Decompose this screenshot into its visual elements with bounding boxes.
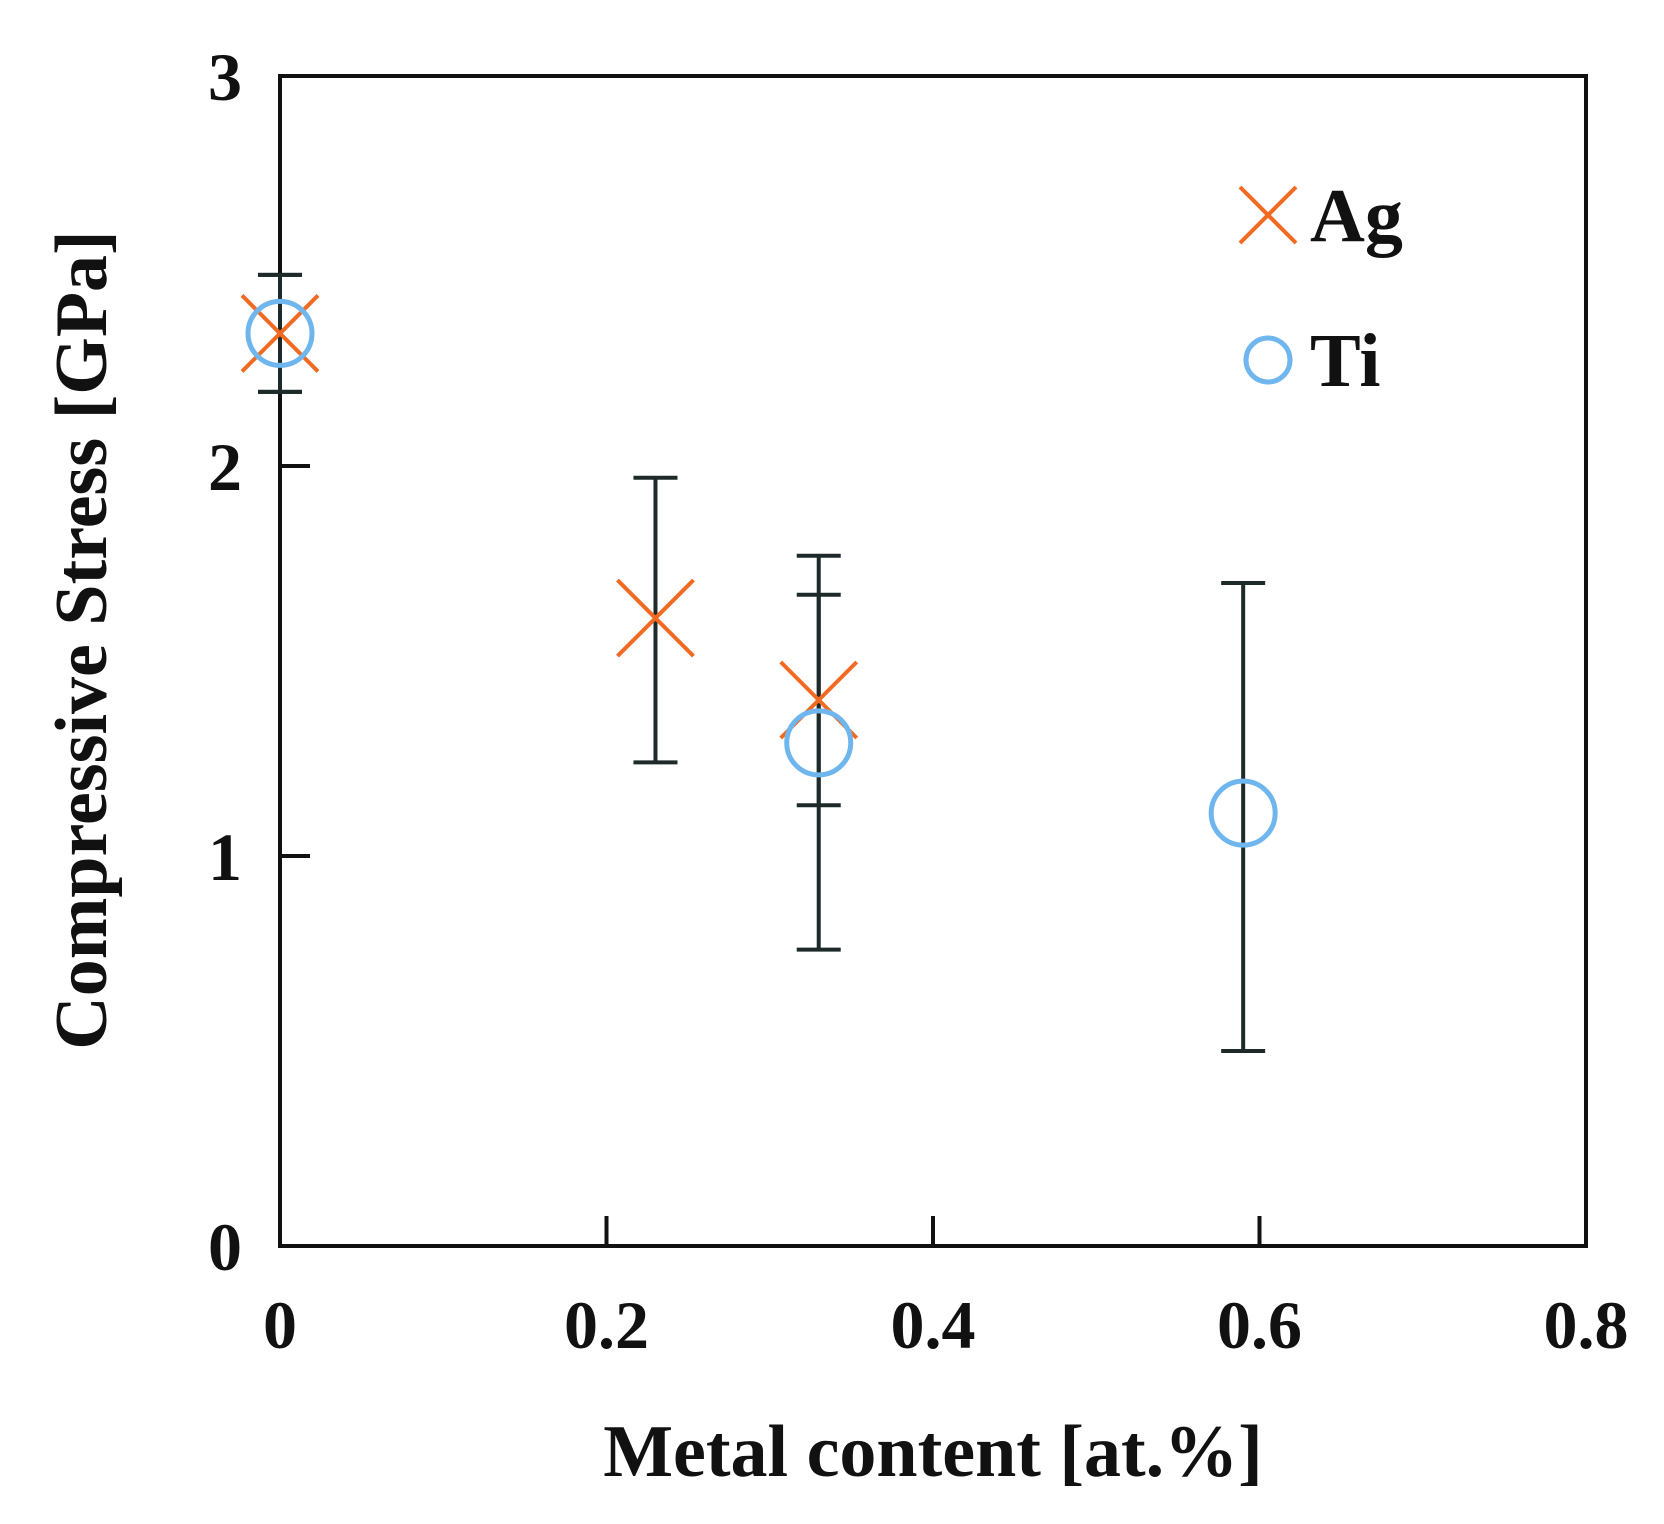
- x-marker-stroke: [616, 578, 695, 658]
- x-marker-stroke: [240, 293, 320, 373]
- y-tick-label: 3: [208, 39, 242, 115]
- legend-marker-ag: [1238, 185, 1298, 245]
- y-tick-label: 2: [208, 429, 242, 505]
- y-axis-title: Compressive Stress [GPa]: [41, 230, 123, 1049]
- ticks-layer: 0 0.2 0.4 0.6 0.8 0 1 2 3: [208, 39, 1629, 1363]
- marker-ag: [240, 293, 320, 373]
- marker-ag: [616, 578, 695, 658]
- legend-label-ag: Ag: [1310, 174, 1403, 258]
- x-tick-label: 0.8: [1544, 1287, 1629, 1363]
- marker-ti: [245, 298, 315, 368]
- errorbars-layer: [258, 272, 1266, 1053]
- x-marker-stroke: [1238, 185, 1298, 245]
- legend-label-ti: Ti: [1310, 319, 1380, 403]
- x-tick-label: 0.4: [891, 1287, 976, 1363]
- markers-layer: [240, 293, 1278, 848]
- y-tick-label: 1: [208, 819, 242, 895]
- marker-ti: [1208, 778, 1278, 848]
- legend: Ag Ti: [1238, 174, 1403, 403]
- x-tick-label: 0: [263, 1287, 297, 1363]
- x-axis-title: Metal content [at.%]: [603, 1411, 1263, 1493]
- marker-ti: [784, 708, 854, 778]
- legend-marker-ti: [1243, 335, 1293, 385]
- x-tick-label: 0.2: [564, 1287, 649, 1363]
- x-tick-label: 0.6: [1217, 1287, 1302, 1363]
- y-tick-label: 0: [208, 1209, 242, 1285]
